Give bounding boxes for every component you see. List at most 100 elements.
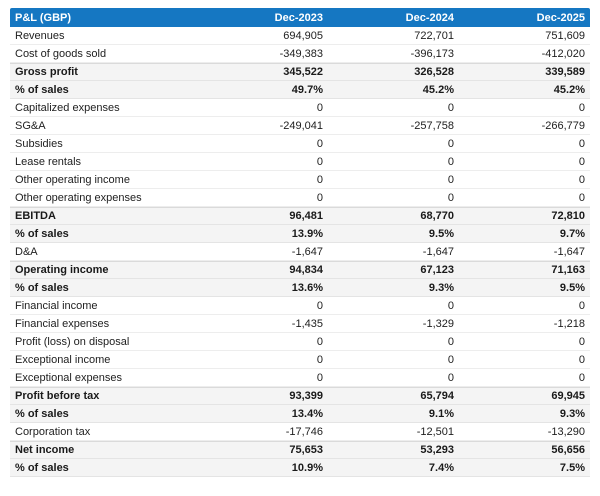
table-row: Lease rentals 0 0 0 <box>10 153 590 171</box>
table-row: SG&A -249,041 -257,758 -266,779 <box>10 117 590 135</box>
cell-value: -12,501 <box>416 425 454 438</box>
table-row: Profit before tax 93,399 65,794 69,945 <box>10 387 590 405</box>
pnl-table: P&L (GBP) Dec-2023 Dec-2024 Dec-2025 Rev… <box>10 8 590 477</box>
cell-value: -396,173 <box>410 47 454 60</box>
row-label: SG&A <box>15 119 46 132</box>
cell-value: 0 <box>316 371 323 384</box>
table-row: Profit (loss) on disposal 0 0 0 <box>10 333 590 351</box>
row-label: Exceptional income <box>15 353 111 366</box>
cell-value: 10.9% <box>291 461 323 474</box>
cell-value: 0 <box>578 101 585 114</box>
cell-value: -1,329 <box>422 317 454 330</box>
cell-value: 326,528 <box>414 66 454 78</box>
row-label: % of sales <box>15 407 69 420</box>
table-row: Net income 75,653 53,293 56,656 <box>10 441 590 459</box>
cell-value: -1,647 <box>422 245 454 258</box>
cell-value: 0 <box>316 335 323 348</box>
cell-value: 0 <box>447 371 454 384</box>
table-row: Gross profit 345,522 326,528 339,589 <box>10 63 590 81</box>
cell-value: 0 <box>578 299 585 312</box>
cell-value: 45.2% <box>553 83 585 96</box>
cell-value: 0 <box>316 353 323 366</box>
row-label: Gross profit <box>15 66 78 78</box>
cell-value: 0 <box>316 155 323 168</box>
cell-value: 13.9% <box>291 227 323 240</box>
table-row: Financial income 0 0 0 <box>10 297 590 315</box>
table-row: Capitalized expenses 0 0 0 <box>10 99 590 117</box>
cell-value: 7.5% <box>559 461 585 474</box>
cell-value: 75,653 <box>289 444 323 456</box>
cell-value: 96,481 <box>289 210 323 222</box>
cell-value: 49.7% <box>291 83 323 96</box>
row-label: D&A <box>15 245 38 258</box>
row-label: Revenues <box>15 29 65 42</box>
cell-value: 65,794 <box>420 390 454 402</box>
table-row: D&A -1,647 -1,647 -1,647 <box>10 243 590 261</box>
table-row: % of sales 10.9% 7.4% 7.5% <box>10 459 590 477</box>
cell-value: 722,701 <box>414 29 454 42</box>
cell-value: 53,293 <box>420 444 454 456</box>
table-row: Subsidies 0 0 0 <box>10 135 590 153</box>
cell-value: 0 <box>578 137 585 150</box>
cell-value: -349,383 <box>279 47 323 60</box>
cell-value: 0 <box>316 137 323 150</box>
table-row: EBITDA 96,481 68,770 72,810 <box>10 207 590 225</box>
cell-value: -1,435 <box>291 317 323 330</box>
table-row: Exceptional expenses 0 0 0 <box>10 369 590 387</box>
cell-value: -266,779 <box>541 119 585 132</box>
row-label: Cost of goods sold <box>15 47 107 60</box>
row-label: EBITDA <box>15 210 56 222</box>
row-label: Exceptional expenses <box>15 371 123 384</box>
cell-value: -1,218 <box>553 317 585 330</box>
cell-value: 9.5% <box>428 227 454 240</box>
cell-value: 0 <box>578 335 585 348</box>
cell-value: 0 <box>316 101 323 114</box>
cell-value: -257,758 <box>410 119 454 132</box>
cell-value: 69,945 <box>551 390 585 402</box>
cell-value: 93,399 <box>289 390 323 402</box>
row-label: Other operating expenses <box>15 191 142 204</box>
row-label: Operating income <box>15 264 109 276</box>
table-row: % of sales 13.6% 9.3% 9.5% <box>10 279 590 297</box>
cell-value: 67,123 <box>420 264 454 276</box>
cell-value: 0 <box>578 173 585 186</box>
cell-value: 339,589 <box>545 66 585 78</box>
row-label: Capitalized expenses <box>15 101 120 114</box>
cell-value: -249,041 <box>279 119 323 132</box>
row-label: Financial income <box>15 299 98 312</box>
cell-value: 9.5% <box>559 281 585 294</box>
cell-value: 72,810 <box>551 210 585 222</box>
cell-value: 0 <box>578 191 585 204</box>
cell-value: 0 <box>447 191 454 204</box>
cell-value: 71,163 <box>551 264 585 276</box>
cell-value: 7.4% <box>428 461 454 474</box>
table-row: % of sales 13.9% 9.5% 9.7% <box>10 225 590 243</box>
row-label: Other operating income <box>15 173 130 186</box>
cell-value: -412,020 <box>541 47 585 60</box>
cell-value: 694,905 <box>283 29 323 42</box>
row-label: Net income <box>15 444 75 456</box>
column-header-dec-2025: Dec-2025 <box>536 11 585 24</box>
cell-value: -1,647 <box>553 245 585 258</box>
table-row: Operating income 94,834 67,123 71,163 <box>10 261 590 279</box>
row-label: % of sales <box>15 83 69 96</box>
cell-value: 0 <box>447 137 454 150</box>
cell-value: 9.1% <box>428 407 454 420</box>
row-label: Lease rentals <box>15 155 82 168</box>
table-title: P&L (GBP) <box>15 11 72 24</box>
cell-value: -1,647 <box>291 245 323 258</box>
table-row: Revenues 694,905 722,701 751,609 <box>10 27 590 45</box>
cell-value: 0 <box>447 299 454 312</box>
row-label: Corporation tax <box>15 425 91 438</box>
cell-value: 345,522 <box>283 66 323 78</box>
row-label: % of sales <box>15 461 69 474</box>
cell-value: 0 <box>578 155 585 168</box>
row-label: % of sales <box>15 227 69 240</box>
row-label: Profit before tax <box>15 390 100 402</box>
table-row: Other operating income 0 0 0 <box>10 171 590 189</box>
cell-value: -17,746 <box>285 425 323 438</box>
cell-value: 0 <box>447 353 454 366</box>
table-header-row: P&L (GBP) Dec-2023 Dec-2024 Dec-2025 <box>10 8 590 27</box>
column-header-dec-2023: Dec-2023 <box>274 11 323 24</box>
row-label: Financial expenses <box>15 317 110 330</box>
